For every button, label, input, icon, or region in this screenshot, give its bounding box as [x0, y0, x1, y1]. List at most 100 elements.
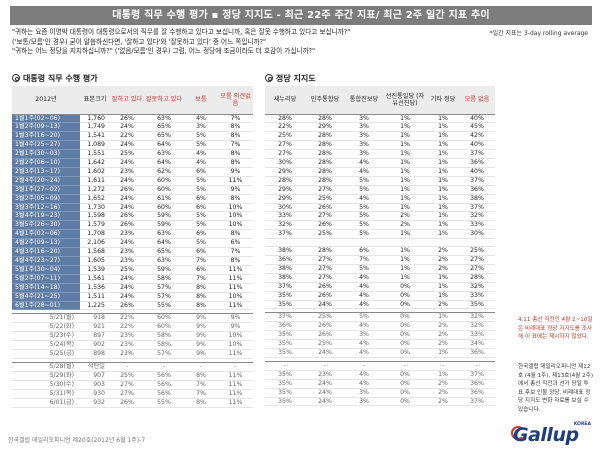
- table-cell: 3%: [345, 330, 383, 341]
- table-cell: 0%: [383, 312, 427, 323]
- table-row: 5/24(목) 902 23% 58% 9% 10%: [12, 340, 253, 351]
- table-cell: 24%: [110, 274, 144, 284]
- blank-cell: [495, 291, 592, 301]
- table-cell: 8%: [218, 229, 253, 240]
- table-cell: 2%: [383, 211, 427, 222]
- table-cell: [383, 238, 427, 248]
- table-row: 35% 24% 4% 0% 2% 36%: [265, 379, 592, 389]
- table-cell: 24%: [110, 176, 144, 186]
- row-label: 4월4주(23~27): [12, 256, 80, 266]
- table-cell: 36%: [459, 388, 495, 398]
- blank-cell: [495, 140, 592, 150]
- table-cell: 24%: [305, 348, 345, 358]
- table-cell: 23%: [110, 229, 144, 240]
- table-cell: 60%: [144, 322, 184, 333]
- table-cell: 7%: [184, 380, 218, 390]
- question-2: "귀하는 어느 정당을 지지하십니까?" ('없음/모름'인 경우) 그럼, 어…: [12, 47, 316, 55]
- blank-cell: [495, 203, 592, 212]
- party-section-title: 정당 지지도: [265, 73, 316, 84]
- table-cell: 1,708: [80, 229, 110, 240]
- table-cell: 25%: [110, 149, 144, 160]
- table-cell: 3%: [345, 131, 383, 142]
- table-cell: 28%: [305, 158, 345, 168]
- table-cell: 1%: [427, 291, 459, 301]
- table-cell: 35%: [265, 339, 305, 350]
- blank-cell: [495, 176, 592, 186]
- row-label: 4월1주(02~06): [12, 229, 80, 240]
- table-row: 36% 27% 7% 1% 2% 27%: [265, 255, 592, 265]
- table-cell: 24%: [110, 238, 144, 249]
- table-cell: 11%: [218, 389, 253, 399]
- table-cell: 1%: [383, 246, 427, 256]
- table-cell: 34%: [459, 339, 495, 350]
- blank-cell: [495, 122, 592, 132]
- table-cell: 24%: [305, 300, 345, 310]
- table-cell: 36%: [459, 379, 495, 389]
- table-cell: 0%: [383, 321, 427, 332]
- table-cell: 1,605: [80, 256, 110, 266]
- table-cell: 4%: [345, 167, 383, 177]
- blank-header: [495, 86, 592, 114]
- blank-cell: [495, 300, 592, 309]
- table-cell: -: [459, 361, 495, 371]
- table-cell: 902: [80, 340, 110, 351]
- table-cell: 59%: [144, 265, 184, 275]
- table-cell: 37%: [265, 282, 305, 292]
- table-cell: 930: [80, 389, 110, 399]
- table-cell: 65%: [144, 122, 184, 133]
- divider-cell: [459, 357, 495, 362]
- page-title: 대통령 직무 수행 평가 ▪ 정당 지지도 - 최근 22주 주간 지표/ 최근…: [10, 6, 592, 25]
- table-cell: 4%: [345, 370, 383, 380]
- logo-word: Gallup: [513, 424, 579, 446]
- table-cell: 35%: [265, 370, 305, 380]
- table-cell: 11%: [218, 398, 253, 408]
- table-cell: 9%: [218, 185, 253, 195]
- blank-cell: [495, 114, 592, 123]
- table-cell: 921: [80, 322, 110, 333]
- table-row: 35% 26% 3% 0% 2% 33%: [265, 330, 592, 341]
- table-cell: 57%: [144, 283, 184, 293]
- table-cell: 23%: [110, 247, 144, 257]
- table-row: 6/01(금) 932 26% 55% 8% 11%: [12, 398, 253, 408]
- table-row: 25% 28% 3% 1% 1% 42%: [265, 131, 592, 142]
- blank-cell: [495, 330, 592, 340]
- table-row: 5월1주(30~04) 1,539 25% 59% 6% 11%: [12, 265, 253, 275]
- blank-cell: [495, 229, 592, 239]
- table-cell: 26%: [305, 321, 345, 332]
- table-cell: 9%: [218, 313, 253, 324]
- table-cell: 63%: [144, 229, 184, 240]
- blank-cell: [495, 388, 592, 398]
- table-cell: 30%: [265, 203, 305, 213]
- table-cell: 2%: [427, 321, 459, 332]
- table-row: 27% 28% 3% 1% 1% 37%: [265, 149, 592, 160]
- divider-cell: [345, 308, 383, 314]
- table-cell: 29%: [265, 185, 305, 195]
- target-icon: [265, 74, 273, 82]
- table-row: 35% 24% 4% 0% 1% 36%: [265, 348, 592, 358]
- table-row: 29% 28% 4% 1% 1% 40%: [265, 167, 592, 177]
- logo-korea: KOREA: [573, 422, 591, 427]
- table-cell: 8%: [184, 398, 218, 408]
- divider-cell: [184, 309, 218, 315]
- blank-cell: [495, 361, 592, 371]
- table-cell: 1,539: [80, 265, 110, 275]
- table-cell: 8%: [218, 158, 253, 168]
- table-cell: 27%: [305, 255, 345, 265]
- table-cell: 57%: [144, 292, 184, 302]
- table-cell: [265, 238, 305, 248]
- table-cell: 56%: [144, 389, 184, 399]
- column-header: 통합진보당: [345, 86, 383, 115]
- table-cell: 11%: [218, 349, 253, 359]
- table-cell: 58%: [144, 274, 184, 284]
- table-cell: 35%: [265, 348, 305, 358]
- table-cell: 56%: [144, 371, 184, 381]
- table-cell: 3%: [345, 122, 383, 133]
- approval-section-title: 대통령 직무 수행 평가: [12, 73, 98, 84]
- table-cell: 28%: [305, 114, 345, 124]
- table-row: 35% 26% 4% 0% 1% 33%: [265, 291, 592, 301]
- table-cell: 5%: [345, 264, 383, 274]
- table-cell: 1%: [427, 229, 459, 240]
- row-label: 5/23(수): [12, 331, 80, 342]
- table-cell: [305, 238, 345, 248]
- table-cell: 24%: [110, 203, 144, 213]
